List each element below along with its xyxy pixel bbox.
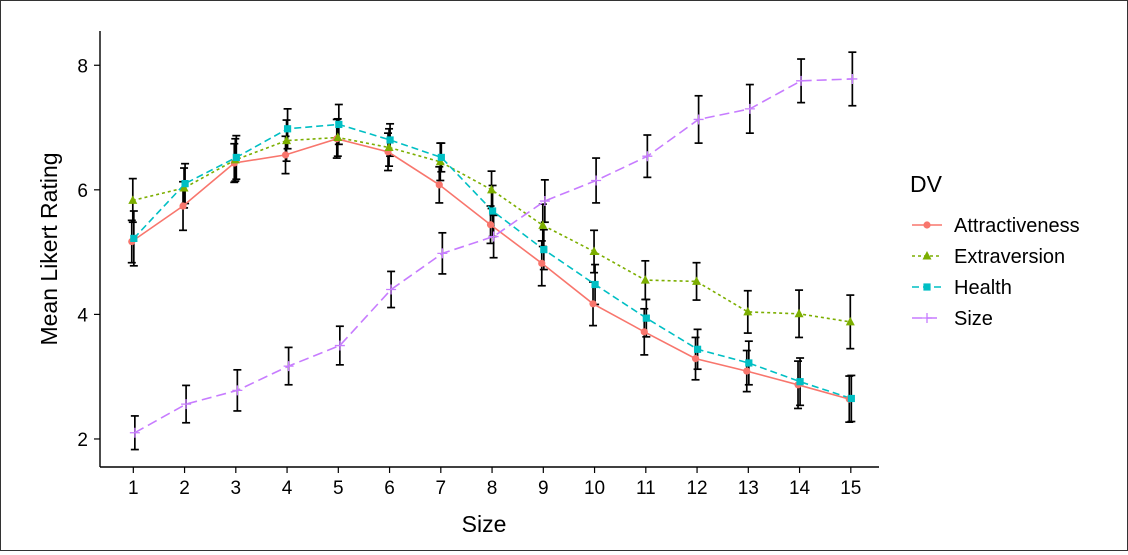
size-data-point [232, 385, 243, 396]
health-data-point [488, 207, 497, 215]
extraversion-data-point [333, 132, 343, 142]
y-tick-label: 2 [77, 430, 88, 451]
x-tick-label: 6 [384, 478, 395, 499]
health-data-point [745, 359, 753, 367]
extraversion-data-point [743, 306, 753, 316]
extraversion-data-point [640, 275, 650, 284]
extraversion-data-point [487, 184, 497, 194]
legend-label: Size [954, 308, 993, 330]
health-data-point [796, 378, 804, 386]
size-data-point [283, 361, 294, 372]
x-tick-label: 13 [738, 478, 759, 499]
y-axis-title: Mean Likert Rating [36, 152, 62, 345]
health-data-point [283, 125, 292, 133]
extraversion-data-point [282, 135, 292, 145]
extraversion-data-point [179, 182, 189, 192]
extraversion-data-point [692, 276, 702, 285]
legend-key-marker [922, 313, 932, 323]
extraversion-data-point [384, 142, 394, 151]
attractiveness-data-point [743, 367, 751, 375]
x-tick-label: 7 [436, 478, 447, 499]
health-data-point [540, 246, 548, 254]
extraversion-data-point [589, 246, 599, 255]
size-data-point [744, 103, 755, 114]
x-tick-label: 14 [789, 478, 811, 499]
x-tick-label: 4 [282, 478, 293, 499]
legend-item-size: Size [912, 308, 993, 330]
health-data-point [693, 345, 702, 353]
size-data-point [539, 196, 550, 207]
attractiveness-data-point [486, 221, 495, 229]
legend-item-health: Health [912, 277, 1012, 299]
health-data-point [335, 120, 343, 129]
x-tick-label: 8 [487, 478, 498, 499]
x-tick-label: 12 [686, 478, 707, 499]
health-data-point [130, 234, 138, 243]
x-tick-label: 3 [231, 478, 242, 499]
size-data-point [642, 151, 653, 162]
size-data-point [591, 175, 602, 186]
y-tick-label: 6 [77, 181, 88, 202]
attractiveness-data-point [281, 151, 290, 159]
size-data-point [437, 248, 448, 259]
x-axis-title: Size [462, 511, 507, 537]
x-tick-label: 9 [538, 478, 549, 499]
y-tick-label: 4 [77, 305, 88, 326]
health-data-point [386, 136, 394, 144]
size-data-point [796, 75, 807, 86]
x-tick-label: 2 [179, 478, 190, 499]
series-markers [128, 73, 858, 438]
health-data-point [591, 280, 599, 289]
attractiveness-data-point [691, 355, 700, 363]
x-tick-label: 5 [333, 478, 344, 499]
size-data-point [334, 340, 345, 351]
legend-title: DV [910, 171, 943, 197]
legend-label: Extraversion [954, 246, 1065, 268]
extraversion-data-point [794, 308, 804, 318]
series-lines [131, 78, 853, 434]
attractiveness-data-point [435, 181, 443, 189]
size-data-point [386, 284, 397, 295]
size-data-point [847, 73, 858, 84]
axes [99, 31, 879, 468]
size-data-point [129, 427, 140, 438]
health-data-point [232, 153, 240, 162]
legend-label: Health [954, 277, 1012, 299]
attractiveness-data-point [640, 328, 648, 336]
attractiveness-data-point [179, 202, 187, 210]
x-tick-label: 10 [584, 478, 605, 499]
health-data-point [642, 314, 650, 322]
legend-key-marker [923, 221, 931, 229]
extraversion-series-line [132, 136, 851, 323]
y-tick-label: 8 [77, 56, 88, 77]
extraversion-data-point [845, 316, 855, 326]
legend-item-attractiveness: Attractiveness [912, 215, 1080, 237]
health-data-point [181, 180, 189, 188]
extraversion-data-point [538, 220, 548, 229]
attractiveness-series-line [131, 137, 850, 400]
x-tick-label: 15 [840, 478, 861, 499]
x-tick-label: 1 [128, 478, 139, 499]
size-data-point [488, 231, 499, 242]
legend-label: Attractiveness [954, 215, 1080, 237]
extraversion-data-point [128, 195, 138, 204]
legend-item-extraversion: Extraversion [912, 246, 1065, 268]
legend-items: Attractiveness Extraversion Health Size [912, 215, 1080, 330]
health-data-point [847, 394, 855, 403]
size-data-point [693, 114, 704, 125]
extraversion-data-point [435, 156, 445, 166]
x-tick-label: 11 [636, 478, 656, 499]
attractiveness-data-point [589, 300, 597, 308]
health-data-point [437, 153, 445, 162]
legend-key-marker [922, 251, 932, 260]
legend: DV Attractiveness Extraversion Health Size [910, 171, 1080, 330]
attractiveness-data-point [538, 259, 546, 267]
health-series-line [133, 123, 852, 400]
legend-key-marker [923, 283, 931, 291]
size-data-point [181, 399, 192, 410]
